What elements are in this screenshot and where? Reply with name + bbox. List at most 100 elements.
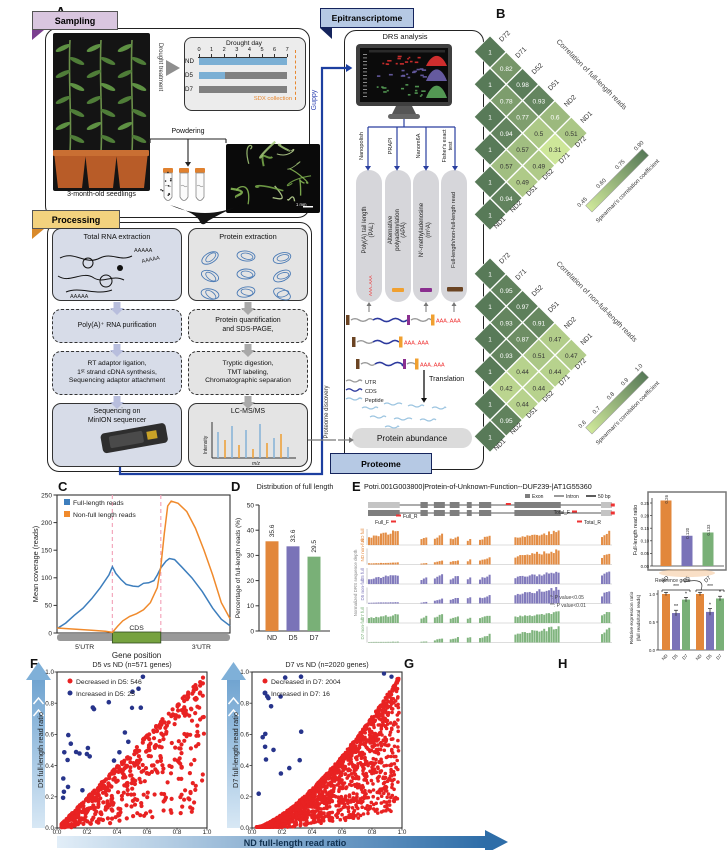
panel-e-genome-browser: Exon Intron 50 bp Full_F Full_R Total_F Total_… (353, 491, 727, 661)
svg-text:200: 200 (41, 520, 52, 527)
protein-abundance-pill: Protein abundance (352, 428, 472, 448)
svg-text:Total_R: Total_R (584, 520, 601, 526)
svg-text:0.0: 0.0 (240, 825, 249, 832)
drought-row-bar (198, 58, 287, 65)
svg-text:D7 vs ND (n=2020 genes): D7 vs ND (n=2020 genes) (285, 660, 368, 669)
svg-text:Full_R: Full_R (403, 514, 418, 520)
svg-text:1: 1 (488, 147, 492, 154)
svg-text:0.0: 0.0 (53, 829, 62, 836)
svg-text:0.26: 0.26 (664, 494, 669, 503)
svg-text:ND1: ND1 (493, 438, 508, 453)
svg-text:ND non-full: ND non-full (360, 539, 365, 562)
svg-text:ND1: ND1 (580, 332, 595, 347)
pill-apa-label: Alternative polyadenylation (APA) (386, 167, 410, 293)
sdx-collection-label: SDX collection (253, 96, 292, 102)
tool-label-nanom6a: Nanom6A (416, 133, 422, 159)
svg-text:0.8: 0.8 (45, 700, 54, 707)
svg-text:0.94: 0.94 (500, 131, 513, 138)
svg-text:D71: D71 (515, 268, 529, 282)
svg-text:1: 1 (488, 115, 492, 122)
pill-fulllength-label: Full-length/non-full-length read (442, 167, 466, 293)
svg-text:D51: D51 (525, 184, 539, 198)
svg-text:D72: D72 (498, 252, 512, 266)
panel-label-f: F (30, 656, 38, 671)
step-lcmsms: LC-MS/MS (188, 403, 308, 467)
svg-text:150: 150 (41, 548, 52, 555)
svg-text:ND full: ND full (360, 528, 365, 542)
svg-text:0.51: 0.51 (565, 131, 578, 138)
step-tryptic-digestion: Tryptic digestion, TMT labeling, Chromat… (188, 351, 308, 395)
svg-text:0.44: 0.44 (532, 385, 545, 392)
panel-c-line-chart: 0 50 100 150 200 250 Mean coverage (reads) 5'UT… (31, 492, 231, 660)
svg-text:D51: D51 (547, 78, 561, 92)
svg-text:ND2: ND2 (509, 199, 524, 214)
pill-m6a-label: N⁶-methyladenosine (m⁶A) (414, 167, 438, 293)
svg-text:Decreased in D7: 2004: Decreased in D7: 2004 (271, 679, 341, 686)
svg-text:0.0: 0.0 (649, 648, 656, 653)
svg-text:0.45: 0.45 (577, 197, 589, 209)
svg-text:0.31: 0.31 (549, 147, 562, 154)
svg-text:0: 0 (250, 628, 254, 635)
svg-text:0.82: 0.82 (500, 66, 513, 73)
svg-text:1: 1 (488, 369, 492, 376)
epitranscriptome-header-fold (320, 28, 332, 39)
translation-label: Translation (429, 374, 465, 383)
svg-text:1: 1 (488, 402, 492, 409)
svg-text:0.2: 0.2 (278, 829, 287, 836)
panel-e-gene-title: Potri.001G003800|Protein-of-Unknown-Func… (364, 482, 592, 491)
svg-text:1.0: 1.0 (398, 829, 407, 836)
panel-f-scatter: ND full-length read ratio D5 vs ND (n=571… (26, 660, 508, 850)
drought-day-tick: 5 (260, 47, 264, 53)
svg-text:0.6: 0.6 (143, 829, 152, 836)
svg-text:0.6: 0.6 (240, 732, 249, 739)
svg-text:40: 40 (247, 528, 255, 535)
svg-text:Spearman's correlation coeffic: Spearman's correlation coefficient (595, 158, 661, 224)
svg-text:*: * (709, 603, 712, 609)
svg-text:D7 full: D7 full (360, 607, 365, 620)
svg-text:1: 1 (488, 82, 492, 89)
svg-text:0.57: 0.57 (500, 163, 513, 170)
svg-text:1: 1 (488, 304, 492, 311)
step-line: Sequencing adaptor attachment (68, 377, 166, 385)
proteome-header: Proteome (330, 453, 432, 474)
svg-text:1.0: 1.0 (203, 829, 212, 836)
svg-text:1: 1 (488, 50, 492, 57)
svg-text:1.0: 1.0 (634, 363, 644, 373)
svg-text:50 bp: 50 bp (598, 494, 611, 500)
svg-text:Increased in D7: 16: Increased in D7: 16 (271, 691, 330, 698)
step-title: LC-MS/MS (230, 408, 266, 415)
svg-text:Total_F: Total_F (554, 510, 570, 516)
svg-text:D72: D72 (498, 30, 512, 44)
svg-text:0.42: 0.42 (500, 385, 513, 392)
svg-text:Increased in D5: 25: Increased in D5: 25 (76, 691, 135, 698)
svg-text:29.5: 29.5 (311, 540, 318, 553)
svg-text:0.78: 0.78 (500, 98, 513, 105)
svg-text:0.47: 0.47 (565, 353, 578, 360)
svg-text:0.5: 0.5 (534, 131, 543, 138)
svg-text:*: P value<0.05: *: P value<0.05 (550, 595, 584, 601)
svg-text:**: P value<0.01: **: P value<0.01 (550, 603, 586, 609)
svg-text:20: 20 (247, 578, 255, 585)
step-line: Protein quantification (215, 317, 281, 325)
seedlings-caption: 3-month-old seedlings (67, 191, 136, 198)
svg-text:D71: D71 (515, 46, 529, 60)
svg-text:D5 full-length read ratio: D5 full-length read ratio (36, 712, 45, 788)
step-rt-adaptor: RT adaptor ligation, 1ˢᵗ strand cDNA syn… (52, 351, 182, 395)
svg-text:D52: D52 (542, 168, 556, 182)
step-line: and SDS-PAGE, (222, 326, 274, 333)
svg-text:1: 1 (488, 337, 492, 344)
svg-text:3'UTR: 3'UTR (192, 644, 211, 651)
svg-text:5'UTR: 5'UTR (75, 644, 94, 651)
panel-label-g: G (404, 656, 415, 671)
svg-text:ND full-length read ratio: ND full-length read ratio (244, 838, 347, 848)
processing-header: Processing (32, 210, 120, 229)
svg-text:0.120: 0.120 (685, 527, 690, 539)
svg-text:1: 1 (488, 212, 492, 219)
pill-line: (m⁶A) (426, 222, 432, 238)
svg-text:D5: D5 (289, 635, 298, 642)
svg-text:0.51: 0.51 (532, 353, 545, 360)
sampling-header-fold (32, 30, 44, 40)
svg-text:0.8: 0.8 (606, 392, 616, 402)
drs-analysis-label: DRS analysis (382, 32, 428, 41)
